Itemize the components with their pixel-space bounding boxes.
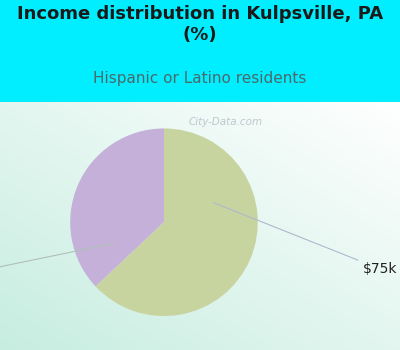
Wedge shape: [96, 128, 258, 316]
Text: Income distribution in Kulpsville, PA
(%): Income distribution in Kulpsville, PA (%…: [17, 5, 383, 44]
Wedge shape: [70, 128, 164, 286]
Text: $60k: $60k: [0, 243, 114, 281]
Text: Hispanic or Latino residents: Hispanic or Latino residents: [93, 71, 307, 86]
Text: $75k: $75k: [214, 203, 398, 276]
Text: City-Data.com: City-Data.com: [188, 117, 262, 127]
